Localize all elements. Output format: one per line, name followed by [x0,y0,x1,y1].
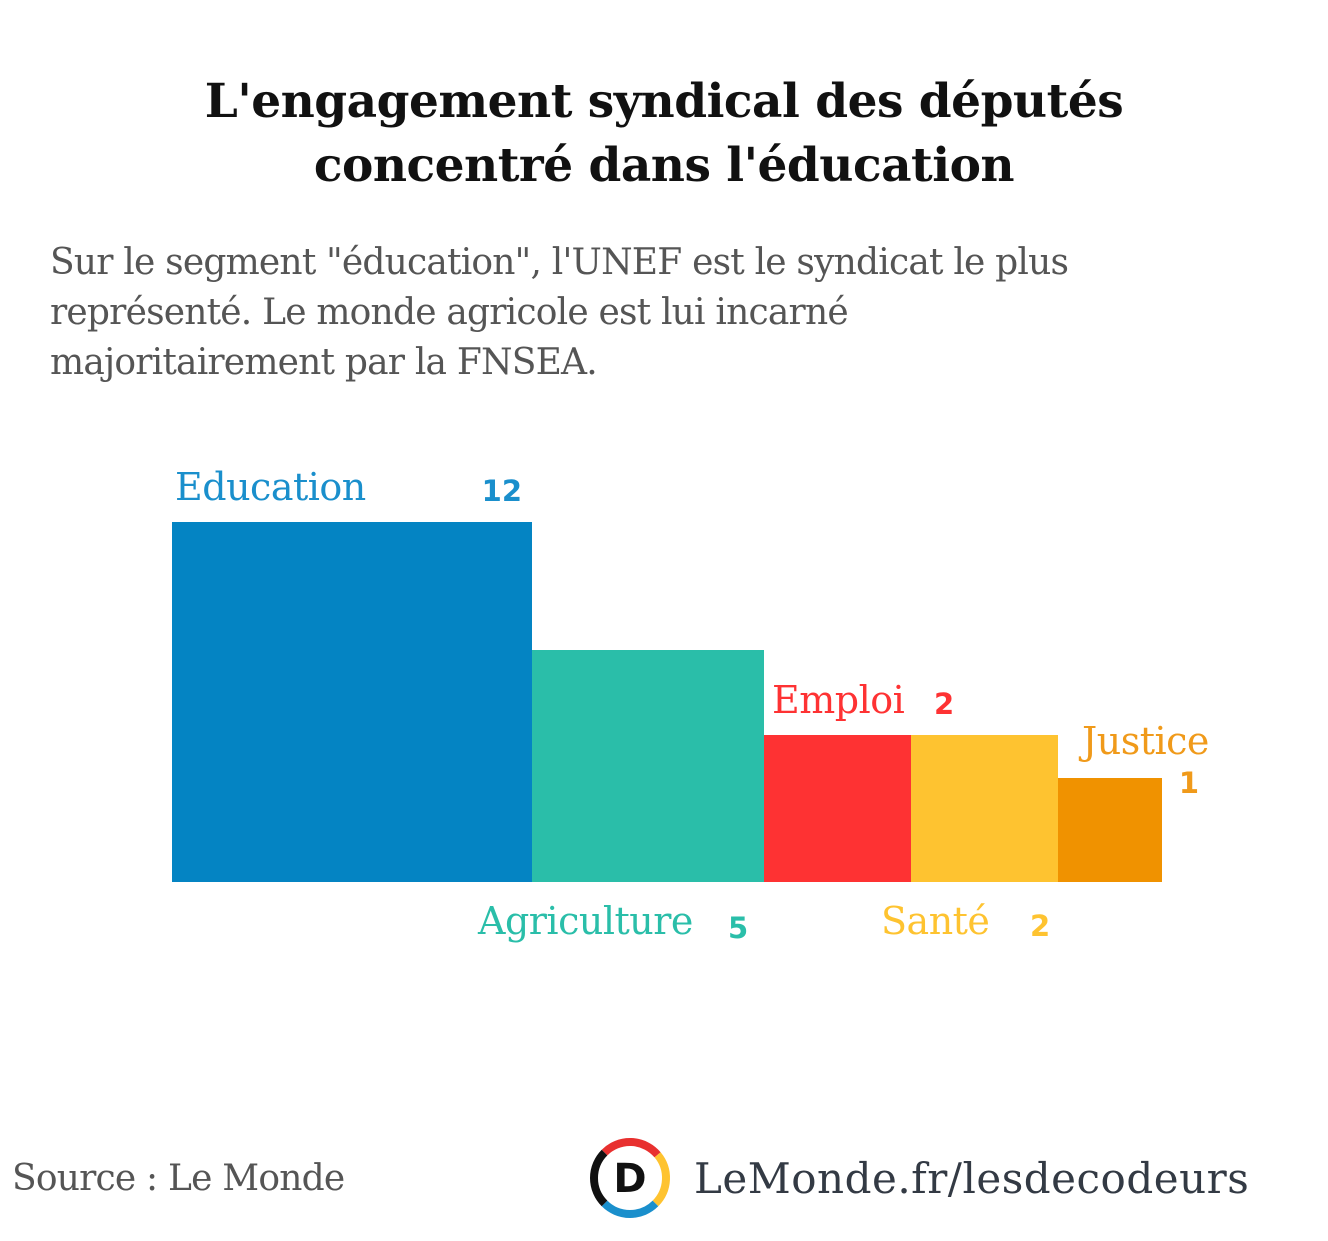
value-label-education: 12 [482,474,522,508]
source-note: Source : Le Monde [12,1158,345,1199]
value-label-agriculture: 5 [728,911,748,945]
decodeurs-logo-icon: D [590,1138,670,1218]
subtitle-line-2: représenté. Le monde agricole est lui in… [50,292,849,333]
bar-emploi [764,735,911,882]
value-label-emploi: 2 [934,687,954,721]
chart-subtitle: Sur le segment "éducation", l'UNEF est l… [50,238,1250,388]
brand-text: LeMonde.fr/lesdecodeurs [694,1153,1250,1203]
title-line-2: concentré dans l'éducation [313,138,1015,193]
title-line-1: L'engagement syndical des députés [204,74,1124,129]
value-label-justice: 1 [1179,766,1199,800]
category-label-emploi: Emploi [772,678,905,722]
subtitle-line-3: majoritairement par la FNSEA. [50,342,598,383]
value-label-sante: 2 [1030,909,1050,943]
bar-justice [1058,778,1162,882]
brand-link[interactable]: D LeMonde.fr/lesdecodeurs [588,1136,1249,1220]
category-label-sante: Santé [881,899,989,943]
svg-text:D: D [613,1156,646,1202]
subtitle-line-1: Sur le segment "éducation", l'UNEF est l… [50,242,1069,283]
category-label-justice: Justice [1078,719,1209,763]
category-label-agriculture: Agriculture [477,899,693,943]
chart-title: L'engagement syndical des députés concen… [0,70,1328,198]
bar-agriculture [532,650,764,882]
category-label-education: Education [175,465,366,509]
bar-sante [911,735,1058,882]
bar-education [172,522,532,882]
